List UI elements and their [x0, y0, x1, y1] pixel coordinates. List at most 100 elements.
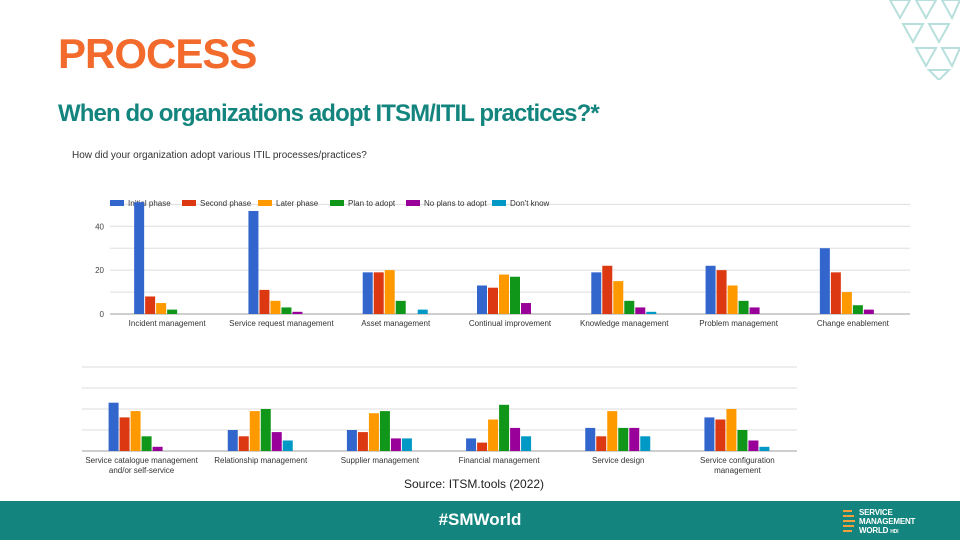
- logo-line-2: MANAGEMENT: [859, 517, 916, 526]
- category-label-financial-management: Financial management: [459, 456, 541, 465]
- legend-entry-initial-phase: Initial phase: [128, 199, 171, 208]
- bar-no-plans-to-adopt-relationship-management: [271, 432, 282, 451]
- bar-later-phase-service-configuration-management: [726, 409, 737, 451]
- bar-later-phase-service-design: [607, 411, 618, 451]
- bar-initial-phase-supplier-management: [346, 430, 357, 451]
- bar-second-phase-service-configuration-management: [715, 419, 726, 451]
- service-management-world-logo: SERVICE MANAGEMENT WORLD HDI: [842, 507, 954, 535]
- legend-swatch-don-t-know: [492, 200, 506, 206]
- bar-no-plans-to-adopt-service-request-management: [292, 311, 303, 314]
- bar-no-plans-to-adopt-service-configuration-management: [748, 440, 759, 451]
- bar-initial-phase-knowledge-management: [591, 272, 602, 314]
- logo-mark-icon: [843, 510, 855, 532]
- bar-don-t-know-financial-management: [521, 436, 532, 451]
- bar-later-phase-knowledge-management: [613, 281, 624, 314]
- category-label-supplier-management: Supplier management: [341, 456, 420, 465]
- bar-second-phase-relationship-management: [238, 436, 249, 451]
- bar-second-phase-financial-management: [477, 442, 488, 451]
- footer-bar: #SMWorld SERVICE MANAGEMENT WORLD HDI: [0, 501, 960, 540]
- bar-don-t-know-service-design: [640, 436, 651, 451]
- bar-later-phase-continual-improvement: [499, 274, 509, 314]
- category-label-continual-improvement: Continual improvement: [469, 319, 552, 328]
- bar-later-phase-service-catalogue-management-and-or-self-service: [130, 411, 141, 451]
- category-label-service-configuration-management: Service configuration management: [700, 456, 775, 475]
- bar-initial-phase-service-catalogue-management-and-or-self-service: [108, 402, 119, 451]
- legend-entry-don-t-know: Don't know: [510, 199, 550, 208]
- bar-second-phase-knowledge-management: [602, 265, 613, 314]
- bar-later-phase-asset-management: [384, 270, 395, 314]
- bar-plan-to-adopt-change-enablement: [852, 305, 863, 314]
- bar-later-phase-change-enablement: [841, 292, 852, 314]
- bar-later-phase-incident-management: [156, 303, 167, 314]
- category-label-problem-management: Problem management: [699, 319, 778, 328]
- bar-second-phase-continual-improvement: [488, 287, 498, 314]
- bar-later-phase-service-request-management: [270, 300, 281, 314]
- bar-second-phase-service-design: [596, 436, 607, 451]
- bar-no-plans-to-adopt-service-design: [629, 427, 640, 451]
- bar-don-t-know-asset-management: [417, 309, 428, 314]
- category-label-knowledge-management: Knowledge management: [580, 319, 669, 328]
- bar-second-phase-service-catalogue-management-and-or-self-service: [119, 417, 130, 451]
- bar-no-plans-to-adopt-financial-management: [510, 427, 521, 451]
- bar-don-t-know-service-configuration-management: [759, 446, 770, 451]
- bar-don-t-know-knowledge-management: [646, 311, 657, 314]
- bar-initial-phase-financial-management: [466, 438, 477, 451]
- category-label-asset-management: Asset management: [361, 319, 431, 328]
- bar-don-t-know-supplier-management: [401, 438, 412, 451]
- bar-second-phase-problem-management: [716, 270, 727, 314]
- bar-plan-to-adopt-incident-management: [167, 309, 178, 314]
- bar-later-phase-relationship-management: [249, 411, 260, 451]
- legend-entry-plan-to-adopt: Plan to adopt: [348, 199, 396, 208]
- bar-plan-to-adopt-problem-management: [738, 300, 749, 314]
- bar-initial-phase-continual-improvement: [477, 285, 487, 314]
- legend-swatch-plan-to-adopt: [330, 200, 344, 206]
- logo-line-1: SERVICE: [859, 508, 893, 517]
- logo-sub: HDI: [890, 529, 899, 535]
- bar-plan-to-adopt-financial-management: [499, 404, 510, 451]
- category-label-service-catalogue-management-and-or-self-service: Service catalogue management and/or self-…: [85, 456, 198, 475]
- category-label-change-enablement: Change enablement: [817, 319, 890, 328]
- y-tick-label: 20: [95, 266, 104, 275]
- bar-plan-to-adopt-continual-improvement: [510, 276, 520, 314]
- legend-swatch-no-plans-to-adopt: [406, 200, 420, 206]
- bar-plan-to-adopt-service-design: [618, 427, 629, 451]
- category-label-service-request-management: Service request management: [229, 319, 334, 328]
- bar-plan-to-adopt-service-catalogue-management-and-or-self-service: [141, 436, 152, 451]
- bar-second-phase-supplier-management: [357, 432, 368, 451]
- bar-initial-phase-change-enablement: [819, 248, 830, 314]
- bar-plan-to-adopt-asset-management: [395, 300, 406, 314]
- category-label-incident-management: Incident management: [129, 319, 207, 328]
- bar-initial-phase-service-design: [585, 427, 596, 451]
- legend-swatch-initial-phase: [110, 200, 124, 206]
- bar-plan-to-adopt-knowledge-management: [624, 300, 635, 314]
- bar-second-phase-change-enablement: [830, 272, 841, 314]
- bar-plan-to-adopt-service-configuration-management: [737, 430, 748, 451]
- bar-don-t-know-relationship-management: [282, 440, 293, 451]
- bar-no-plans-to-adopt-continual-improvement: [521, 303, 531, 314]
- bar-later-phase-problem-management: [727, 285, 738, 314]
- bar-initial-phase-problem-management: [705, 265, 716, 314]
- bar-no-plans-to-adopt-supplier-management: [390, 438, 401, 451]
- chart-question: How did your organization adopt various …: [72, 150, 367, 161]
- bar-second-phase-asset-management: [373, 272, 384, 314]
- bar-no-plans-to-adopt-service-catalogue-management-and-or-self-service: [152, 446, 163, 451]
- category-label-service-design: Service design: [592, 456, 644, 465]
- bar-plan-to-adopt-relationship-management: [260, 409, 271, 451]
- bar-second-phase-incident-management: [145, 296, 156, 314]
- bar-later-phase-supplier-management: [368, 413, 379, 451]
- bar-initial-phase-incident-management: [134, 202, 145, 314]
- bar-second-phase-service-request-management: [259, 289, 270, 314]
- slide-title: PROCESS: [58, 30, 257, 77]
- adoption-chart-top: Initial phase Second phase Later phase Plan…: [95, 199, 910, 328]
- bar-plan-to-adopt-service-request-management: [281, 307, 292, 314]
- y-tick-label: 40: [95, 222, 104, 231]
- category-label-relationship-management: Relationship management: [214, 456, 308, 465]
- hashtag: #SMWorld: [438, 510, 522, 529]
- bar-no-plans-to-adopt-problem-management: [749, 307, 760, 314]
- legend-entry-no-plans-to-adopt: No plans to adopt: [424, 199, 487, 208]
- y-tick-label: 0: [100, 310, 105, 319]
- bar-initial-phase-asset-management: [362, 272, 373, 314]
- legend-swatch-later-phase: [258, 200, 272, 206]
- bar-initial-phase-relationship-management: [227, 430, 238, 451]
- triangle-pattern-icon: [888, 0, 960, 80]
